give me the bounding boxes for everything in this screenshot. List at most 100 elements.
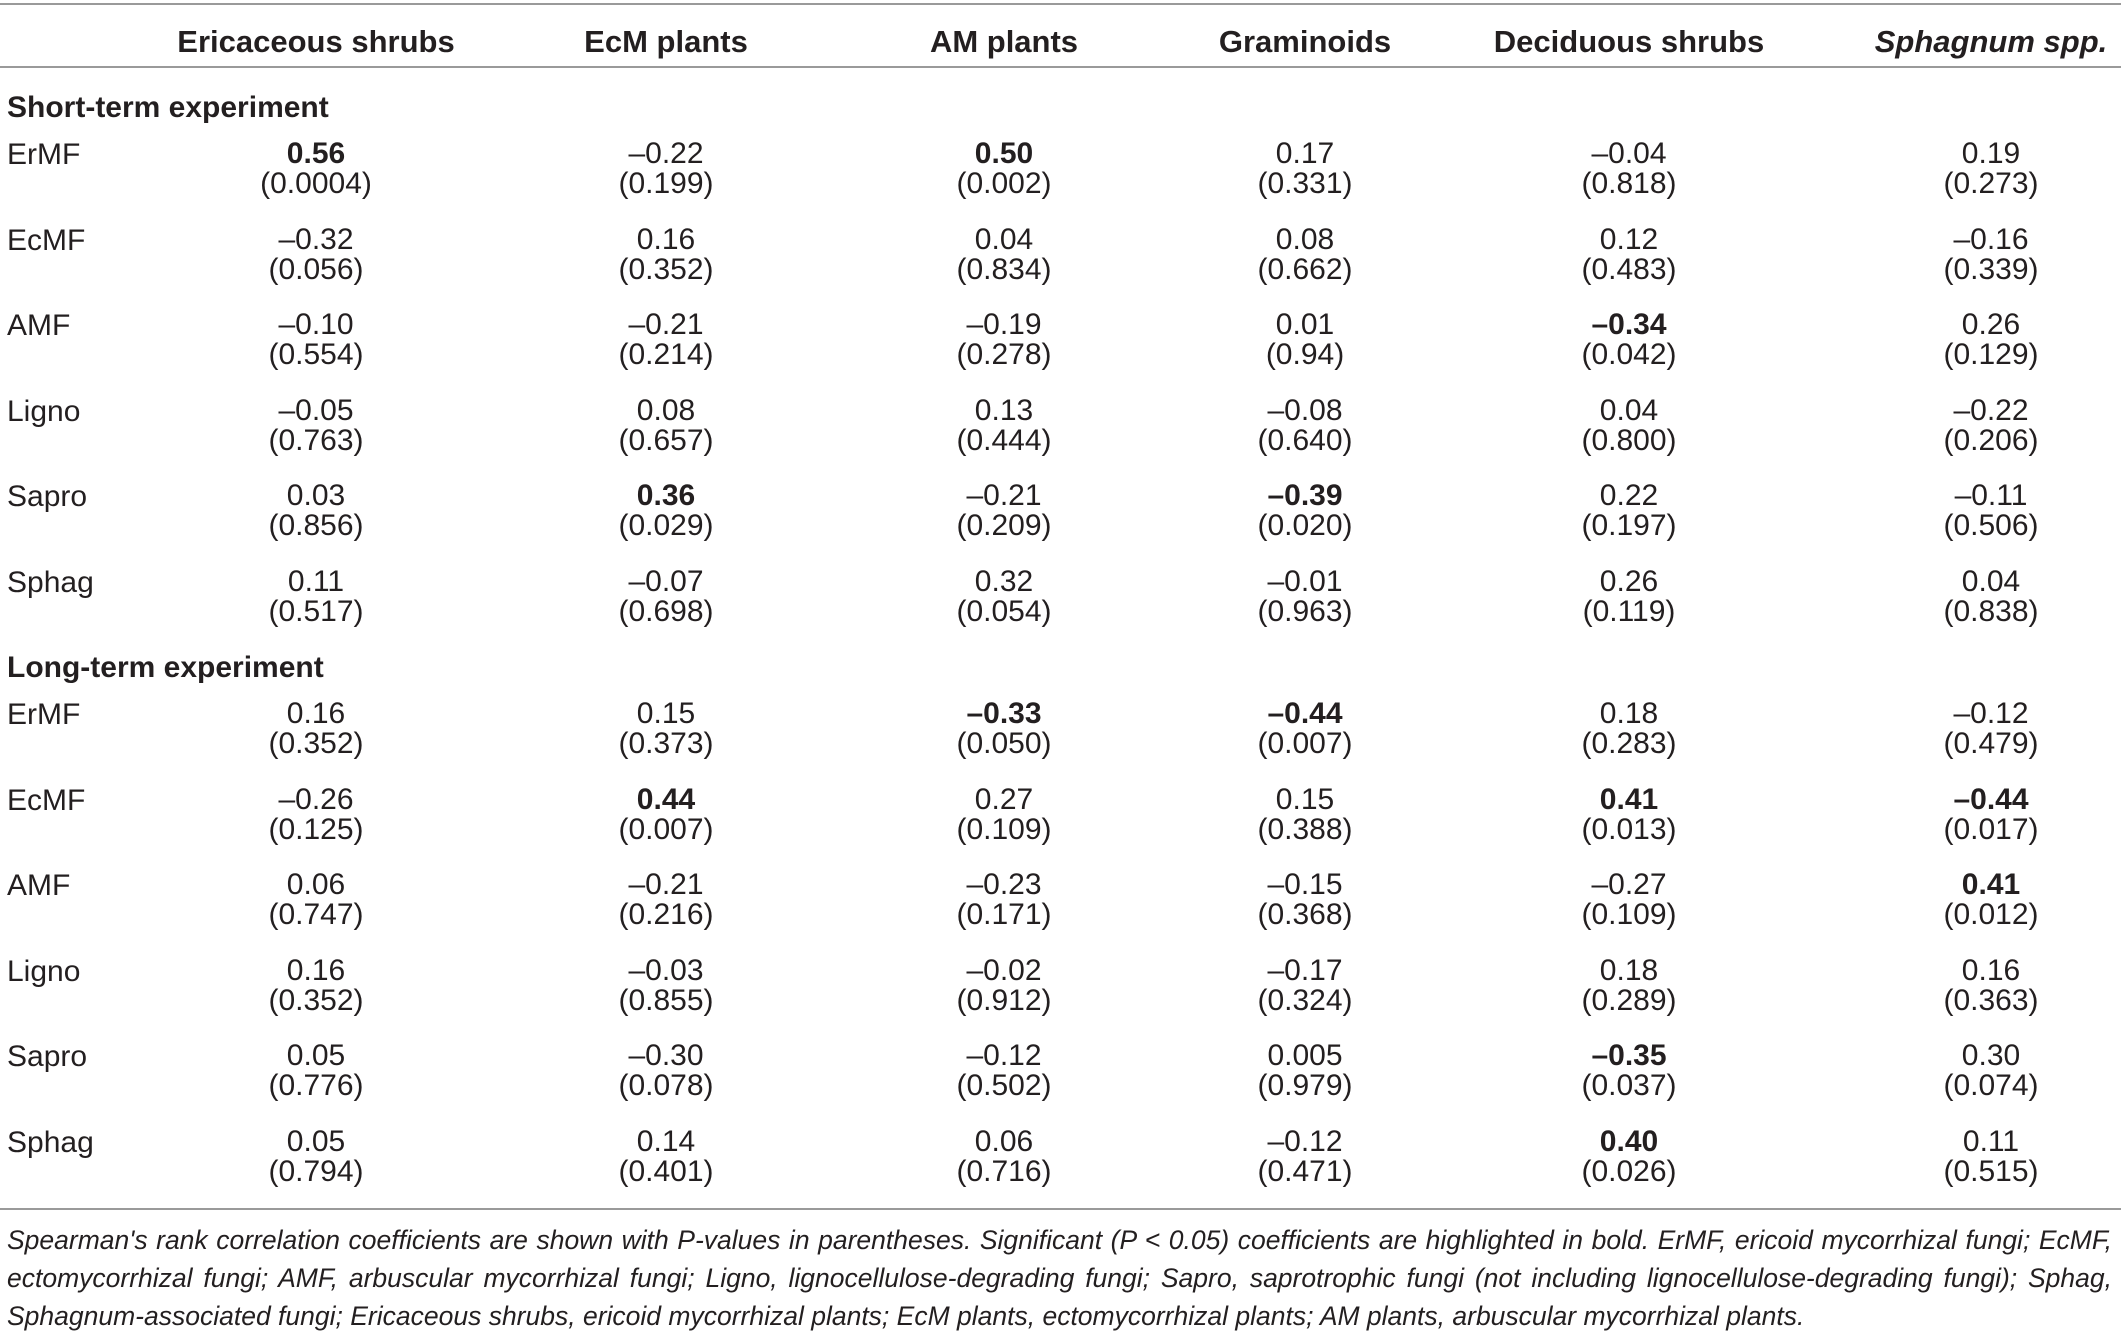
correlation-coefficient: 0.15 [1275, 782, 1335, 816]
p-value: (0.050) [956, 727, 1052, 760]
correlation-coefficient: 0.32 [974, 564, 1034, 598]
row-label: EcMF [7, 223, 86, 257]
p-value: (0.074) [1943, 1069, 2039, 1102]
p-value: (0.747) [268, 898, 364, 931]
correlation-coefficient: –0.22 [628, 137, 704, 170]
p-value: (0.352) [268, 727, 364, 760]
row-label: ErMF [7, 698, 81, 731]
correlation-coefficient: –0.10 [278, 308, 354, 341]
p-value: (0.979) [1257, 1069, 1353, 1102]
p-value: (0.125) [268, 812, 364, 846]
p-value: (0.002) [956, 167, 1052, 200]
row-label: Sapro [7, 480, 88, 513]
correlation-coefficient: –0.23 [966, 868, 1042, 901]
correlation-coefficient: 0.19 [1961, 137, 2021, 170]
correlation-coefficient: –0.15 [1267, 868, 1343, 901]
p-value: (0.026) [1581, 1154, 1677, 1188]
p-value: (0.017) [1943, 812, 2039, 846]
p-value: (0.834) [956, 252, 1052, 286]
correlation-coefficient: –0.16 [1953, 222, 2029, 256]
correlation-coefficient: 0.11 [287, 564, 345, 598]
correlation-coefficient: 0.15 [636, 697, 696, 730]
p-value: (0.273) [1943, 167, 2039, 200]
column-header: AM plants [929, 24, 1079, 59]
row-label: Sphag [7, 565, 94, 599]
p-value: (0.109) [1581, 898, 1677, 931]
p-value: (0.506) [1943, 509, 2039, 542]
p-value: (0.197) [1581, 509, 1677, 542]
column-header: Deciduous shrubs [1493, 24, 1765, 59]
correlation-coefficient: –0.19 [966, 308, 1042, 341]
correlation-coefficient: –0.32 [278, 222, 354, 256]
correlation-coefficient: –0.21 [628, 868, 704, 901]
p-value: (0.363) [1943, 983, 2039, 1017]
p-value: (0.698) [618, 594, 714, 628]
p-value: (0.373) [618, 727, 714, 760]
column-header: EcM plants [584, 24, 748, 59]
correlation-coefficient: –0.44 [1953, 782, 2029, 816]
p-value: (0.199) [618, 167, 714, 200]
p-value: (0.042) [1581, 338, 1677, 371]
p-value: (0.289) [1581, 983, 1677, 1017]
correlation-coefficient: 0.13 [974, 393, 1034, 427]
correlation-coefficient: –0.12 [1267, 1124, 1343, 1158]
p-value: (0.763) [268, 423, 364, 457]
p-value: (0.776) [268, 1069, 364, 1102]
p-value: (0.800) [1581, 423, 1677, 457]
correlation-coefficient: –0.22 [1953, 393, 2029, 427]
correlation-coefficient: 0.14 [636, 1124, 696, 1158]
p-value: (0.640) [1257, 423, 1353, 457]
p-value: (0.029) [618, 509, 714, 542]
correlation-coefficient: 0.44 [636, 782, 696, 816]
p-value: (0.352) [618, 252, 714, 286]
correlation-coefficient: 0.08 [636, 393, 696, 427]
p-value: (0.216) [618, 898, 714, 931]
p-value: (0.818) [1581, 167, 1677, 200]
correlation-coefficient: 0.27 [974, 782, 1034, 816]
p-value: (0.109) [956, 812, 1052, 846]
correlation-coefficient: 0.18 [1599, 953, 1659, 987]
p-value: (0.078) [618, 1069, 714, 1102]
p-value: (0.388) [1257, 812, 1353, 846]
correlation-coefficient: 0.30 [1961, 1039, 2021, 1072]
p-value: (0.171) [956, 898, 1052, 931]
p-value: (0.037) [1581, 1069, 1677, 1102]
p-value: (0.012) [1943, 898, 2039, 931]
row-label: Ligno [7, 954, 81, 988]
p-value: (0.129) [1943, 338, 2039, 371]
correlation-coefficient: –0.01 [1267, 564, 1343, 598]
correlation-coefficient: 0.12 [1599, 222, 1659, 256]
row-label: EcMF [7, 783, 86, 817]
correlation-coefficient: 0.06 [286, 868, 346, 901]
top-rule [0, 3, 2121, 5]
row-label: AMF [7, 869, 71, 902]
correlation-coefficient: 0.05 [286, 1039, 346, 1072]
correlation-coefficient: 0.16 [286, 697, 346, 730]
correlation-coefficient: 0.005 [1267, 1039, 1343, 1072]
section-title: Short-term experiment [7, 91, 329, 124]
correlation-coefficient: 0.01 [1275, 308, 1335, 341]
correlation-coefficient: 0.04 [974, 222, 1034, 256]
correlation-coefficient: 0.41 [1599, 782, 1659, 816]
row-label: AMF [7, 309, 71, 342]
correlation-coefficient: –0.35 [1591, 1039, 1667, 1072]
correlation-coefficient: –0.08 [1267, 393, 1343, 427]
correlation-coefficient: 0.06 [974, 1124, 1034, 1158]
p-value: (0.471) [1257, 1154, 1353, 1188]
p-value: (0.856) [268, 509, 364, 542]
correlation-coefficient: –0.12 [1953, 697, 2029, 730]
p-value: (0.206) [1943, 423, 2039, 457]
p-value: (0.324) [1257, 983, 1353, 1017]
column-header: Graminoids [1218, 24, 1392, 59]
correlation-coefficient: –0.03 [628, 953, 704, 987]
p-value: (0.912) [956, 983, 1052, 1017]
p-value: (0.794) [268, 1154, 364, 1188]
p-value: (0.963) [1257, 594, 1353, 628]
correlation-coefficient: –0.07 [628, 564, 704, 598]
correlation-coefficient: 0.26 [1599, 564, 1659, 598]
correlation-coefficient: 0.16 [286, 953, 346, 987]
p-value: (0.444) [956, 423, 1052, 457]
correlation-coefficient: 0.56 [286, 137, 346, 170]
correlation-coefficient: –0.27 [1591, 868, 1667, 901]
correlation-coefficient: 0.16 [636, 222, 696, 256]
